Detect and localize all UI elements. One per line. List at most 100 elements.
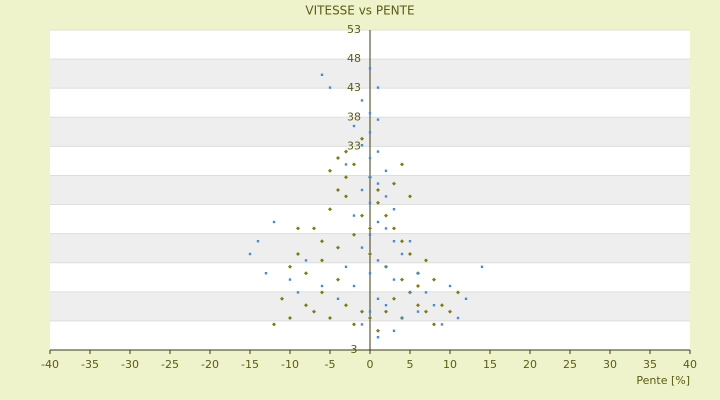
y-tick-label: 33 bbox=[347, 139, 361, 152]
point bbox=[416, 284, 420, 288]
point bbox=[320, 73, 324, 76]
y-tick-label: 48 bbox=[347, 52, 361, 65]
point bbox=[368, 226, 372, 231]
point bbox=[400, 252, 404, 256]
point bbox=[344, 265, 348, 268]
point bbox=[296, 252, 300, 256]
point bbox=[392, 278, 396, 281]
x-tick-label: -30 bbox=[121, 358, 139, 371]
point bbox=[336, 156, 340, 160]
point bbox=[392, 208, 396, 211]
x-tick-label: 20 bbox=[523, 358, 537, 371]
point bbox=[384, 304, 388, 307]
point bbox=[368, 201, 372, 204]
point bbox=[352, 322, 356, 327]
point bbox=[368, 156, 372, 160]
x-tick-label: 15 bbox=[483, 358, 497, 371]
point bbox=[376, 188, 380, 192]
point bbox=[432, 322, 436, 327]
point bbox=[304, 303, 308, 308]
point bbox=[320, 258, 324, 263]
point bbox=[296, 291, 300, 294]
point bbox=[328, 86, 332, 89]
point bbox=[376, 86, 380, 89]
point bbox=[368, 67, 372, 70]
point bbox=[384, 227, 388, 230]
point bbox=[384, 265, 388, 268]
point bbox=[280, 296, 284, 301]
point bbox=[440, 303, 444, 308]
point bbox=[336, 245, 340, 250]
y-tick-label: 43 bbox=[347, 81, 361, 94]
point bbox=[344, 163, 348, 166]
point bbox=[336, 277, 340, 282]
point bbox=[352, 284, 356, 288]
point bbox=[480, 265, 484, 268]
point bbox=[416, 303, 420, 308]
point bbox=[392, 329, 396, 332]
point bbox=[376, 200, 380, 205]
point bbox=[368, 272, 372, 275]
point bbox=[376, 328, 380, 333]
point bbox=[400, 162, 404, 167]
point bbox=[400, 239, 404, 244]
point bbox=[264, 272, 268, 275]
point bbox=[408, 194, 412, 199]
x-tick-label: -35 bbox=[81, 358, 99, 371]
point bbox=[408, 291, 412, 294]
point bbox=[328, 207, 332, 212]
point bbox=[400, 277, 404, 282]
x-axis-label: Pente [%] bbox=[636, 374, 690, 387]
point bbox=[376, 220, 380, 224]
point bbox=[440, 323, 444, 326]
x-tick-label: 30 bbox=[603, 358, 617, 371]
point bbox=[360, 144, 364, 147]
point bbox=[384, 195, 388, 198]
point bbox=[408, 252, 412, 256]
point bbox=[392, 181, 396, 186]
x-tick-label: 25 bbox=[563, 358, 577, 371]
y-tick-label: 3 bbox=[351, 343, 358, 356]
x-tick-label: -40 bbox=[41, 358, 59, 371]
chart-title: VITESSE vs PENTE bbox=[305, 4, 414, 18]
point bbox=[360, 188, 364, 192]
point bbox=[360, 323, 364, 326]
y-tick-label: 53 bbox=[347, 23, 361, 36]
point bbox=[376, 150, 380, 153]
point bbox=[360, 246, 364, 249]
x-tick-label: -25 bbox=[161, 358, 179, 371]
point bbox=[360, 213, 364, 218]
point bbox=[368, 233, 372, 236]
point bbox=[432, 304, 436, 307]
point bbox=[352, 232, 356, 237]
point bbox=[360, 99, 364, 102]
point bbox=[456, 316, 460, 320]
point bbox=[392, 240, 396, 243]
point bbox=[344, 175, 348, 180]
point bbox=[448, 284, 452, 288]
point bbox=[368, 310, 372, 313]
point bbox=[320, 290, 324, 295]
point bbox=[360, 309, 364, 314]
point bbox=[416, 310, 420, 313]
point bbox=[272, 322, 276, 327]
point bbox=[424, 291, 428, 294]
x-tick-label: 35 bbox=[643, 358, 657, 371]
point bbox=[392, 296, 396, 301]
x-tick-label: -5 bbox=[325, 358, 336, 371]
x-tick-label: -20 bbox=[201, 358, 219, 371]
point bbox=[336, 297, 340, 300]
point bbox=[376, 182, 380, 185]
point bbox=[320, 239, 324, 244]
point bbox=[248, 252, 252, 256]
point bbox=[272, 220, 276, 224]
point bbox=[312, 226, 316, 231]
x-tick-label: 40 bbox=[683, 358, 697, 371]
point bbox=[344, 149, 348, 154]
point bbox=[384, 213, 388, 218]
point bbox=[256, 240, 260, 243]
point bbox=[368, 131, 372, 134]
x-tick-label: -15 bbox=[241, 358, 259, 371]
point bbox=[448, 309, 452, 314]
point bbox=[384, 169, 388, 172]
